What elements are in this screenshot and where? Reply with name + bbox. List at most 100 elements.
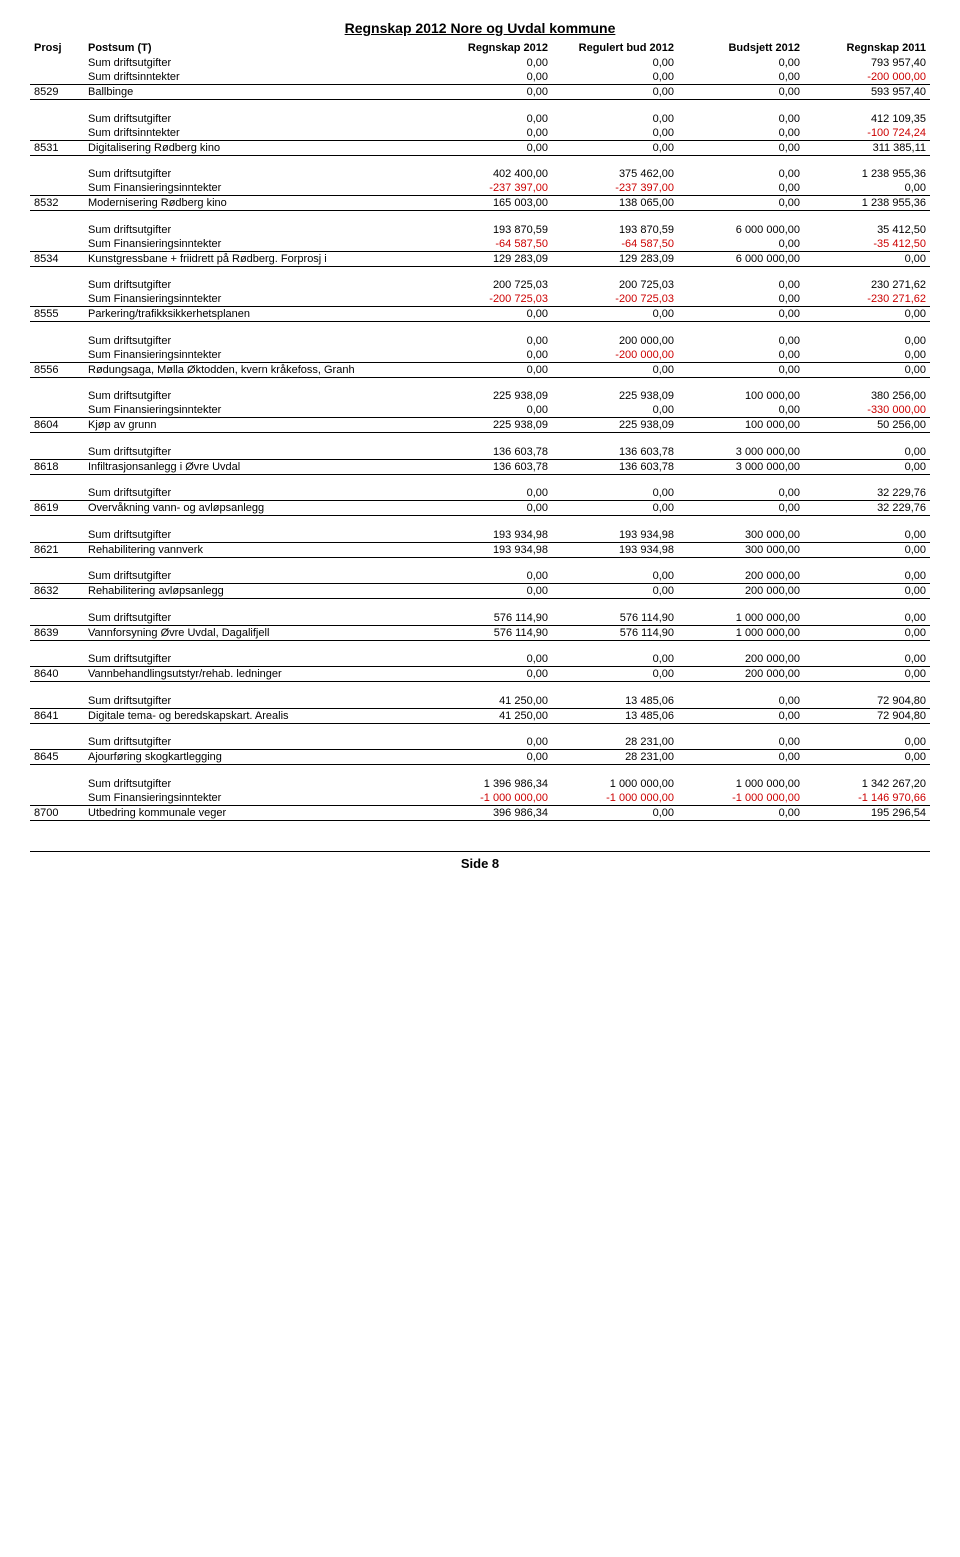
- total-row: 8645Ajourføring skogkartlegging0,0028 23…: [30, 750, 930, 765]
- cell: [30, 112, 84, 126]
- cell: Ballbinge: [84, 85, 426, 100]
- cell: Sum Finansieringsinntekter: [84, 403, 426, 418]
- cell: 0,00: [552, 112, 678, 126]
- detail-row: Sum driftsutgifter193 934,98193 934,9830…: [30, 528, 930, 543]
- page-footer: Side 8: [30, 852, 930, 871]
- spacer-row: [30, 765, 930, 777]
- cell: 0,00: [804, 667, 930, 682]
- cell: 41 250,00: [426, 708, 552, 723]
- detail-row: Sum driftsutgifter402 400,00375 462,000,…: [30, 167, 930, 181]
- cell: 8632: [30, 584, 84, 599]
- cell: 0,00: [804, 569, 930, 584]
- total-row: 8531Digitalisering Rødberg kino0,000,000…: [30, 140, 930, 155]
- cell: [30, 223, 84, 237]
- cell: 13 485,06: [552, 708, 678, 723]
- cell: 8639: [30, 625, 84, 640]
- cell: [30, 735, 84, 750]
- cell: Infiltrasjonsanlegg i Øvre Uvdal: [84, 459, 426, 474]
- cell: -200 000,00: [804, 70, 930, 85]
- cell: 0,00: [552, 126, 678, 141]
- cell: Overvåkning vann- og avløpsanlegg: [84, 501, 426, 516]
- total-row: 8618Infiltrasjonsanlegg i Øvre Uvdal136 …: [30, 459, 930, 474]
- cell: 225 938,09: [552, 389, 678, 403]
- cell: Rødungsaga, Mølla Øktodden, kvern kråkef…: [84, 362, 426, 377]
- cell: [30, 389, 84, 403]
- cell: 0,00: [678, 403, 804, 418]
- cell: 193 870,59: [552, 223, 678, 237]
- detail-row: Sum driftsutgifter0,000,00200 000,000,00: [30, 652, 930, 667]
- cell: -200 725,03: [552, 292, 678, 307]
- col-regulert: Regulert bud 2012: [552, 40, 678, 56]
- cell: 0,00: [804, 307, 930, 322]
- cell: 0,00: [804, 459, 930, 474]
- detail-row: Sum driftsutgifter41 250,0013 485,060,00…: [30, 694, 930, 709]
- cell: 0,00: [552, 140, 678, 155]
- cell: -64 587,50: [426, 237, 552, 252]
- cell: 0,00: [426, 85, 552, 100]
- cell: 8645: [30, 750, 84, 765]
- cell: 412 109,35: [804, 112, 930, 126]
- cell: 0,00: [552, 307, 678, 322]
- cell: Sum driftsinntekter: [84, 70, 426, 85]
- total-row: 8621Rehabilitering vannverk193 934,98193…: [30, 542, 930, 557]
- cell: 300 000,00: [678, 528, 804, 543]
- cell: 0,00: [678, 292, 804, 307]
- cell: [30, 528, 84, 543]
- cell: 3 000 000,00: [678, 459, 804, 474]
- cell: Rehabilitering avløpsanlegg: [84, 584, 426, 599]
- cell: 8619: [30, 501, 84, 516]
- detail-row: Sum Finansieringsinntekter0,00-200 000,0…: [30, 348, 930, 363]
- cell: 576 114,90: [426, 625, 552, 640]
- detail-row: Sum driftsutgifter576 114,90576 114,901 …: [30, 611, 930, 626]
- spacer-row: [30, 557, 930, 569]
- cell: 0,00: [426, 584, 552, 599]
- cell: 0,00: [678, 126, 804, 141]
- cell: 0,00: [552, 569, 678, 584]
- cell: 0,00: [552, 403, 678, 418]
- cell: 402 400,00: [426, 167, 552, 181]
- cell: 1 000 000,00: [678, 611, 804, 626]
- cell: 72 904,80: [804, 694, 930, 709]
- cell: 0,00: [552, 667, 678, 682]
- cell: [30, 56, 84, 70]
- cell: 35 412,50: [804, 223, 930, 237]
- cell: Vannforsyning Øvre Uvdal, Dagalifjell: [84, 625, 426, 640]
- cell: 0,00: [678, 348, 804, 363]
- cell: 0,00: [678, 56, 804, 70]
- cell: [30, 70, 84, 85]
- cell: 193 934,98: [552, 528, 678, 543]
- cell: 0,00: [804, 625, 930, 640]
- cell: 0,00: [678, 750, 804, 765]
- cell: 300 000,00: [678, 542, 804, 557]
- cell: 8532: [30, 196, 84, 211]
- cell: 0,00: [804, 652, 930, 667]
- cell: 0,00: [426, 334, 552, 348]
- cell: Sum driftsutgifter: [84, 223, 426, 237]
- cell: 0,00: [426, 403, 552, 418]
- detail-row: Sum driftsutgifter0,0028 231,000,000,00: [30, 735, 930, 750]
- cell: -35 412,50: [804, 237, 930, 252]
- total-row: 8632Rehabilitering avløpsanlegg0,000,002…: [30, 584, 930, 599]
- cell: Parkering/trafikksikkerhetsplanen: [84, 307, 426, 322]
- cell: Digitale tema- og beredskapskart. Areali…: [84, 708, 426, 723]
- cell: Sum driftsutgifter: [84, 56, 426, 70]
- cell: 396 986,34: [426, 805, 552, 820]
- cell: 225 938,09: [426, 389, 552, 403]
- cell: [30, 569, 84, 584]
- cell: Digitalisering Rødberg kino: [84, 140, 426, 155]
- cell: 200 000,00: [552, 334, 678, 348]
- cell: 8529: [30, 85, 84, 100]
- spacer-row: [30, 723, 930, 735]
- cell: 0,00: [552, 362, 678, 377]
- cell: 6 000 000,00: [678, 223, 804, 237]
- cell: -1 146 970,66: [804, 791, 930, 806]
- detail-row: Sum driftsinntekter0,000,000,00-100 724,…: [30, 126, 930, 141]
- cell: 6 000 000,00: [678, 251, 804, 266]
- cell: -200 000,00: [552, 348, 678, 363]
- cell: 1 000 000,00: [678, 625, 804, 640]
- cell: 0,00: [426, 750, 552, 765]
- page-title: Regnskap 2012 Nore og Uvdal kommune: [30, 20, 930, 36]
- cell: 0,00: [678, 196, 804, 211]
- spacer-row: [30, 100, 930, 112]
- cell: 0,00: [552, 56, 678, 70]
